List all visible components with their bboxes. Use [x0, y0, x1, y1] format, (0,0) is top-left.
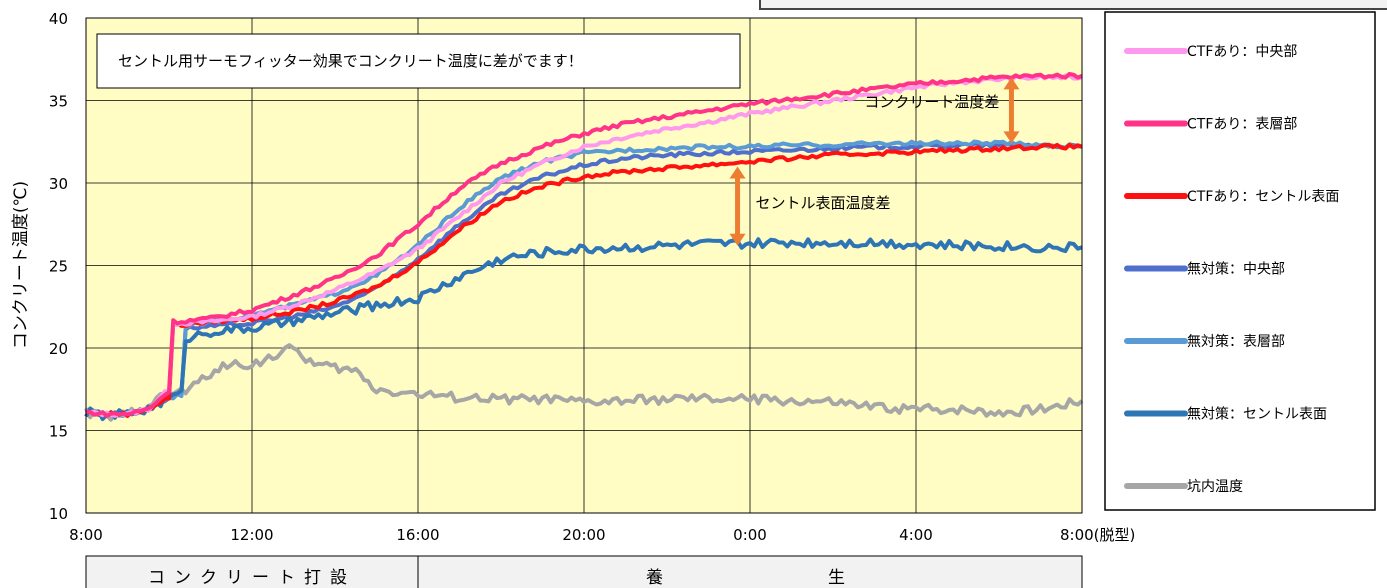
x-tick-label: 12:00: [230, 526, 273, 544]
annotation-box-text: セントル用サーモフィッター効果でコンクリート温度に差がでます！: [118, 52, 583, 70]
legend-label: 無対策：表層部: [1187, 333, 1285, 350]
y-tick-label: 10: [49, 505, 68, 523]
annotation-label: コンクリート温度差: [864, 93, 999, 111]
series-lines: [84, 71, 1084, 422]
legend-label: 坑内温度: [1187, 479, 1243, 495]
annotation-label: セントル表面温度差: [756, 194, 891, 212]
arrow-head-up: [1003, 77, 1020, 90]
series-line: [84, 237, 1083, 422]
phase-label: 養 生: [646, 568, 854, 588]
x-tick-label: 20:00: [562, 526, 605, 544]
phase-table: コンクリート打設 養 生: [85, 555, 1083, 588]
y-tick-label: 30: [49, 175, 68, 193]
series-line: [85, 73, 1083, 418]
arrow-head-down: [1003, 131, 1020, 144]
top-right-panel: [759, 0, 1387, 10]
y-tick-label: 40: [49, 10, 68, 28]
series-line: [86, 71, 1083, 418]
legend-label: CTFあり：中央部: [1187, 44, 1297, 60]
legend: CTFあり：中央部CTFあり：表層部CTFあり：セントル表面無対策：中央部無対策…: [1124, 44, 1339, 495]
y-axis-label: コンクリート温度(℃): [11, 181, 31, 349]
annotation-box: [96, 33, 741, 89]
x-tick-label: 4:00: [899, 526, 933, 544]
legend-box: [1104, 11, 1376, 511]
y-tick-label: 35: [49, 93, 68, 111]
legend-label: CTFあり：セントル表面: [1187, 189, 1339, 205]
x-tick-label: 8:00(脱型): [1060, 526, 1135, 544]
series-line: [84, 343, 1084, 422]
series-line: [85, 142, 1083, 418]
legend-label: 無対策：セントル表面: [1187, 406, 1327, 423]
phase-label: コンクリート打設: [148, 568, 356, 588]
arrow-head-down: [729, 233, 746, 246]
x-tick-label: 8:00: [69, 526, 103, 544]
legend-label: CTFあり：表層部: [1187, 117, 1297, 133]
y-tick-label: 15: [49, 423, 68, 441]
phase-cell: [417, 555, 1083, 588]
x-ticks: 8:00 12:00 16:00 20:00 0:00 4:00 8:00(脱型): [69, 526, 1135, 544]
x-tick-label: 16:00: [396, 526, 439, 544]
phase-cell: [85, 555, 419, 588]
y-tick-label: 25: [49, 258, 68, 276]
y-tick-label: 20: [49, 340, 68, 358]
y-ticks: 10 15 20 25 30 35 40: [49, 10, 68, 523]
legend-label: 無対策：中央部: [1187, 261, 1285, 278]
plot-frame: [85, 17, 1083, 514]
x-tick-label: 0:00: [733, 526, 767, 544]
arrow-head-up: [729, 166, 746, 179]
